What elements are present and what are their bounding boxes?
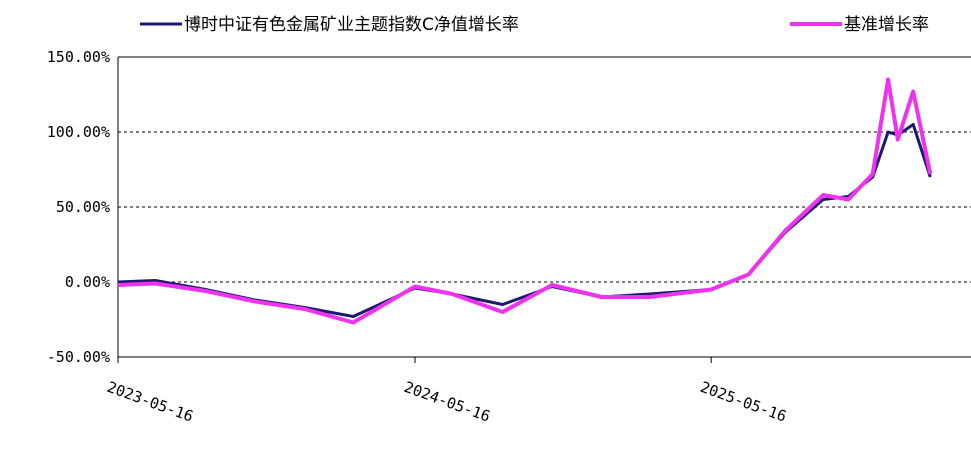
- benchmark-line: [117, 77, 933, 325]
- legend: 博时中证有色金属矿业主题指数C净值增长率 基准增长率: [140, 15, 929, 35]
- x-tick-label: 2024-05-16: [402, 378, 493, 426]
- y-tick-label: 100.00%: [47, 123, 110, 141]
- fund-line: [117, 123, 932, 318]
- y-tick-labels: 150.00% 100.00% 50.00% 0.00% -50.00%: [47, 48, 110, 366]
- x-tick-label: 2025-05-16: [698, 378, 789, 426]
- y-tick-label: 50.00%: [56, 198, 110, 216]
- x-tick-label: 2023-05-16: [105, 378, 196, 426]
- grid-lines: [118, 131, 971, 283]
- series-lines: [117, 77, 933, 325]
- legend-label-benchmark: 基准增长率: [844, 15, 929, 35]
- axes: [117, 56, 971, 363]
- y-tick-label: 0.00%: [65, 273, 110, 291]
- y-tick-label: -50.00%: [47, 348, 110, 366]
- legend-label-fund: 博时中证有色金属矿业主题指数C净值增长率: [184, 15, 519, 35]
- x-tick-labels: 2023-05-16 2024-05-16 2025-05-16: [105, 378, 789, 426]
- y-tick-label: 150.00%: [47, 48, 110, 66]
